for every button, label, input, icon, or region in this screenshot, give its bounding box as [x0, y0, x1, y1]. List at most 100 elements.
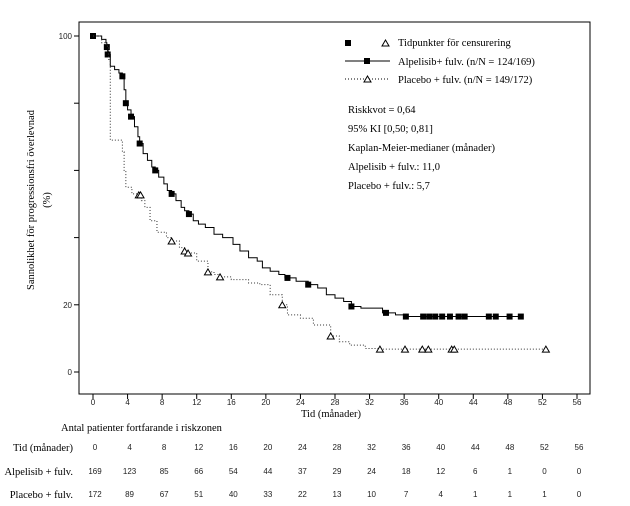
x-axis-label: Tid (månader)	[301, 409, 361, 420]
legend-placebo: Placebo + fulv. (n/N = 149/172)	[398, 75, 533, 86]
censor-square-marker	[402, 313, 409, 320]
risk-cell: 10	[367, 490, 376, 499]
y-tick-label: 100	[59, 32, 73, 41]
risk-cell: 6	[473, 467, 478, 476]
risk-cell: 1	[508, 467, 513, 476]
x-tick-label: 16	[227, 398, 236, 407]
censor-triangle-marker	[326, 332, 336, 340]
censor-square-marker	[485, 313, 492, 320]
censor-square-marker	[284, 274, 291, 281]
censor-triangle-marker	[375, 345, 385, 353]
risk-cell: 4	[438, 490, 443, 499]
y-tick-label: 20	[63, 301, 72, 310]
risk-table-title: Antal patienter fortfarande i riskzonen	[61, 423, 223, 434]
risk-cell: 36	[402, 443, 411, 452]
censor-square-marker	[103, 44, 110, 51]
x-tick-label: 36	[400, 398, 409, 407]
risk-cell: 13	[333, 490, 342, 499]
x-tick-label: 12	[192, 398, 201, 407]
risk-cell: 20	[263, 443, 272, 452]
censor-triangle-marker	[136, 190, 145, 199]
legend-censor-triangle-icon	[381, 39, 390, 47]
censor-square-marker	[426, 313, 433, 320]
risk-cell: 1	[473, 490, 478, 499]
risk-row-label: Alpelisib + fulv.	[4, 467, 73, 478]
risk-cell: 89	[125, 490, 134, 499]
x-tick-label: 8	[160, 398, 165, 407]
risk-cell: 123	[123, 467, 137, 476]
risk-cell: 7	[404, 490, 409, 499]
censor-square-marker	[128, 113, 135, 120]
risk-cell: 54	[229, 467, 238, 476]
median-placebo: Placebo + fulv.: 5,7	[348, 181, 430, 192]
legend-censor-square-icon	[345, 40, 351, 46]
censor-square-marker	[168, 190, 175, 197]
censor-square-marker	[185, 211, 192, 218]
censor-triangle-marker	[215, 272, 225, 281]
x-tick-label: 48	[503, 398, 512, 407]
risk-cell: 40	[436, 443, 445, 452]
legend-alpelisib: Alpelisib+ fulv. (n/N = 124/169)	[398, 57, 535, 68]
risk-cell: 24	[367, 467, 376, 476]
risk-cell: 48	[505, 443, 514, 452]
risk-cell: 1	[542, 490, 547, 499]
risk-cell: 16	[229, 443, 238, 452]
censor-square-marker	[455, 313, 462, 320]
risk-cell: 56	[575, 443, 584, 452]
censor-square-marker	[439, 313, 446, 320]
legend-censor-label: Tidpunkter för censurering	[398, 38, 512, 49]
censor-triangle-marker	[167, 236, 177, 245]
risk-row-label: Placebo + fulv.	[10, 490, 73, 501]
risk-cell: 0	[542, 467, 547, 476]
censor-square-marker	[517, 313, 524, 320]
risk-cell: 85	[160, 467, 169, 476]
legend-square-icon	[364, 58, 370, 64]
risk-cell: 52	[540, 443, 549, 452]
risk-cell: 0	[93, 443, 98, 452]
x-tick-label: 24	[296, 398, 305, 407]
annotations: Riskkvot = 0,64 95% KI [0,50; 0,81] Kapl…	[348, 105, 496, 192]
risk-cell: 40	[229, 490, 238, 499]
risk-cell: 28	[333, 443, 342, 452]
risk-cell: 37	[298, 467, 307, 476]
risk-cell: 0	[577, 490, 582, 499]
risk-row-label: Tid (månader)	[13, 443, 73, 454]
risk-cell: 33	[263, 490, 272, 499]
risk-cell: 66	[194, 467, 203, 476]
censor-triangle-marker	[541, 345, 551, 353]
risk-cell: 4	[127, 443, 132, 452]
hazard-ratio: Riskkvot = 0,64	[348, 105, 416, 116]
risk-cell: 24	[298, 443, 307, 452]
risk-cell: 8	[162, 443, 167, 452]
x-tick-label: 52	[538, 398, 547, 407]
censor-triangle-marker	[400, 345, 410, 353]
censor-square-marker	[305, 281, 312, 288]
risk-cell: 29	[333, 467, 342, 476]
risk-cell: 169	[88, 467, 102, 476]
risk-cell: 32	[367, 443, 376, 452]
censor-square-marker	[420, 313, 427, 320]
risk-cell: 67	[160, 490, 169, 499]
median-alpelisib: Alpelisib + fulv.: 11,0	[348, 162, 440, 173]
censor-square-marker	[492, 313, 499, 320]
censor-square-marker	[506, 313, 513, 320]
censor-square-marker	[152, 167, 159, 174]
y-axis-label: Sannolikhet för progressionsfri överlevn…	[26, 109, 37, 290]
censor-square-marker	[461, 313, 468, 320]
censor-square-marker	[446, 313, 453, 320]
censor-square-marker	[136, 140, 143, 147]
censor-square-marker	[122, 100, 129, 107]
risk-cell: 22	[298, 490, 307, 499]
x-tick-label: 20	[261, 398, 270, 407]
x-tick-label: 0	[91, 398, 96, 407]
censor-triangle-marker	[183, 249, 193, 257]
x-tick-label: 44	[469, 398, 478, 407]
censor-triangle-marker	[423, 345, 433, 353]
risk-cell: 172	[88, 490, 102, 499]
risk-cell: 12	[436, 467, 445, 476]
risk-cell: 1	[508, 490, 513, 499]
km-medians-title: Kaplan-Meier-medianer (månader)	[348, 143, 496, 154]
censor-triangle-marker	[277, 300, 287, 309]
